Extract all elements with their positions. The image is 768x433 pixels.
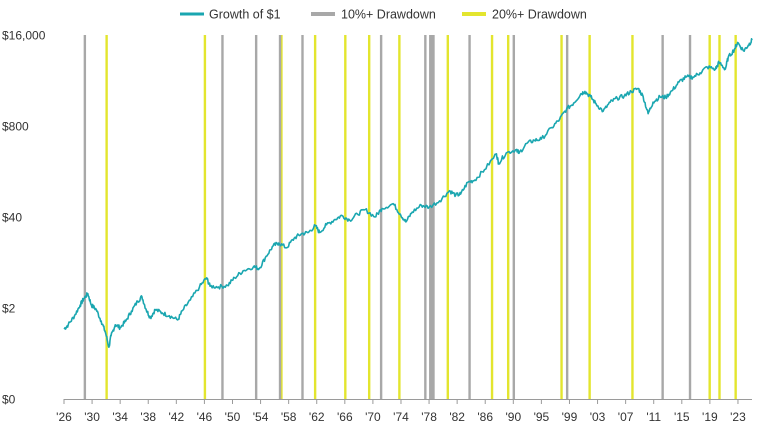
y-tick-label: $16,000 (2, 29, 46, 43)
drawdown-10-bar-1 (221, 35, 224, 399)
x-tick-label: '82 (449, 410, 465, 424)
x-tick-label: '15 (674, 410, 690, 424)
x-tick-label: '99 (562, 410, 578, 424)
x-tick-label: '42 (169, 410, 185, 424)
x-tick-label: '34 (112, 410, 128, 424)
y-tick-label: $40 (2, 211, 22, 225)
x-tick-label: '58 (281, 410, 297, 424)
drawdown-10-bar-5 (379, 35, 383, 399)
drawdown-20-bar-6 (398, 35, 401, 399)
drawdown-10-bar-6 (424, 35, 427, 399)
x-tick-label: '19 (702, 410, 718, 424)
drawdown-10-bar-8 (468, 35, 471, 399)
y-tick-label: $2 (2, 302, 16, 316)
drawdown-20-bar-1 (203, 35, 207, 399)
x-tick-label: '50 (225, 410, 241, 424)
x-tick-label: '74 (393, 410, 409, 424)
drawdown-10-bar-11 (661, 35, 664, 399)
drawdown-20-bar-4 (344, 35, 347, 399)
legend-label-drawdown-10: 10%+ Drawdown (341, 8, 436, 22)
y-axis: $16,000 $800 $40 $2 $0 (2, 29, 46, 407)
drawdown-20-bar-2 (280, 35, 283, 399)
x-tick-label: '11 (646, 410, 661, 424)
y-tick-label: $0 (2, 393, 16, 407)
x-tick-label: '54 (253, 410, 269, 424)
x-tick-label: '95 (534, 410, 550, 424)
x-tick-label: '70 (365, 410, 381, 424)
drawdown-20-bar-13 (708, 35, 711, 399)
drawdown-10-bar-3 (278, 35, 282, 399)
drawdown-10-bar-12 (688, 35, 692, 399)
x-tick-label: '46 (197, 410, 213, 424)
drawdown-20-bar-0 (105, 35, 108, 399)
legend-label-drawdown-20: 20%+ Drawdown (492, 8, 587, 22)
x-tick-label: '78 (421, 410, 437, 424)
x-tick-label: '03 (590, 410, 606, 424)
drawdown-10-bar-4 (301, 35, 304, 399)
x-tick-label: '86 (477, 410, 493, 424)
drawdown-10-bar-10 (565, 35, 569, 399)
legend: Growth of $1 10%+ Drawdown 20%+ Drawdown (180, 8, 587, 22)
drawdown-20-bar-11 (588, 35, 591, 399)
drawdown-20-bar-12 (631, 35, 634, 399)
x-tick-label: '26 (56, 410, 72, 424)
x-tick-label: '66 (337, 410, 353, 424)
drawdown-20-bar-15 (734, 35, 737, 399)
x-tick-label: '07 (618, 410, 634, 424)
drawdown-20-bar-3 (313, 35, 317, 399)
drawdown-20-bar-7 (446, 35, 450, 399)
drawdown-20-bar-10 (560, 35, 563, 399)
drawdown-10-bar-9 (512, 35, 516, 399)
drawdown-bars (83, 35, 737, 399)
x-axis: '26 '30 '34 '38 '42 '46 '50 '54 '58 '62 '66 '70 '74 '… (56, 399, 752, 424)
x-tick-label: '62 (309, 410, 325, 424)
drawdown-10-bar-7 (429, 35, 435, 399)
x-tick-label: '90 (505, 410, 521, 424)
x-tick-label: '23 (730, 410, 746, 424)
drawdown-20-bar-5 (367, 35, 371, 399)
growth-line-series (63, 38, 753, 349)
y-tick-label: $800 (2, 120, 29, 134)
drawdown-10-bar-0 (83, 35, 87, 399)
drawdown-20-bar-14 (718, 35, 721, 399)
drawdown-10-bar-2 (254, 35, 258, 399)
drawdown-20-bar-9 (506, 35, 510, 399)
x-tick-label: '30 (84, 410, 100, 424)
x-tick-label: '38 (140, 410, 156, 424)
drawdown-20-bar-8 (490, 35, 494, 399)
legend-label-growth: Growth of $1 (209, 8, 281, 22)
